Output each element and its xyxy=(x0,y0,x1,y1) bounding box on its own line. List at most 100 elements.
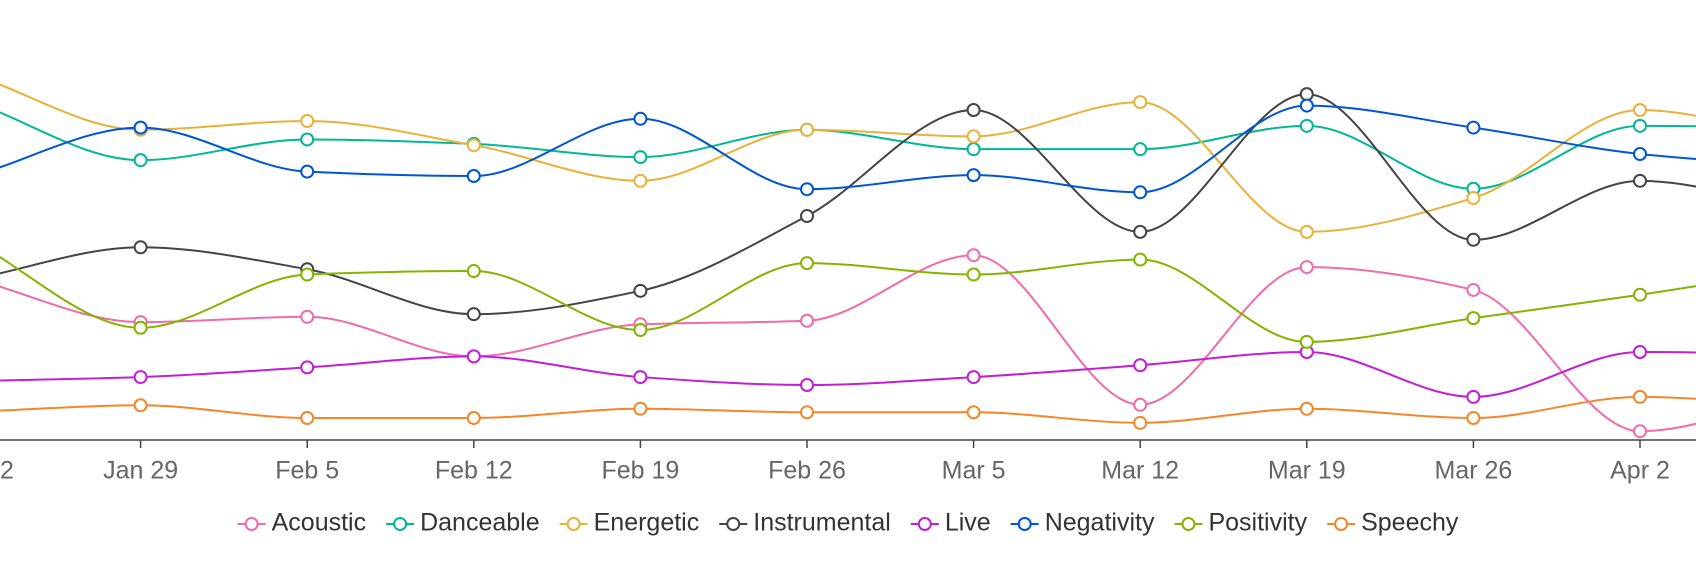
legend-marker-point xyxy=(566,517,581,531)
data-point-acoustic-6[interactable] xyxy=(966,248,981,263)
legend-marker-point xyxy=(1181,517,1196,531)
data-point-danceable-10[interactable] xyxy=(1633,118,1647,133)
data-point-live-4[interactable] xyxy=(633,370,648,385)
data-point-live-1[interactable] xyxy=(133,370,148,385)
legend-marker-point xyxy=(1017,517,1032,531)
data-point-negativity-7[interactable] xyxy=(1133,185,1148,200)
legend-label: Positivity xyxy=(1208,509,1307,537)
data-point-instrumental-8[interactable] xyxy=(1299,87,1314,102)
data-point-energetic-2[interactable] xyxy=(300,114,315,128)
data-point-speechy-3[interactable] xyxy=(466,411,481,425)
data-point-instrumental-3[interactable] xyxy=(466,307,481,322)
data-point-negativity-9[interactable] xyxy=(1466,120,1481,135)
data-point-negativity-1[interactable] xyxy=(133,120,148,135)
data-point-speechy-5[interactable] xyxy=(800,405,814,420)
data-point-danceable-6[interactable] xyxy=(966,142,981,157)
data-point-positivity-10[interactable] xyxy=(1633,287,1647,302)
data-point-instrumental-4[interactable] xyxy=(633,283,648,298)
data-point-energetic-10[interactable] xyxy=(1633,103,1647,117)
data-point-negativity-6[interactable] xyxy=(966,168,981,183)
legend-label: Negativity xyxy=(1045,509,1155,537)
data-point-instrumental-1[interactable] xyxy=(133,240,148,255)
data-point-negativity-8[interactable] xyxy=(1299,98,1314,113)
legend-label: Instrumental xyxy=(753,509,891,537)
data-point-live-6[interactable] xyxy=(966,370,981,385)
legend-item-live[interactable]: Live xyxy=(910,509,991,537)
data-point-danceable-4[interactable] xyxy=(633,150,648,165)
data-point-speechy-2[interactable] xyxy=(300,411,315,425)
data-point-speechy-8[interactable] xyxy=(1299,401,1314,416)
data-point-energetic-4[interactable] xyxy=(633,173,648,188)
data-point-live-9[interactable] xyxy=(1466,389,1481,404)
data-point-energetic-5[interactable] xyxy=(800,122,814,137)
legend-item-acoustic[interactable]: Acoustic xyxy=(237,509,366,537)
data-point-negativity-4[interactable] xyxy=(633,111,648,126)
data-point-danceable-8[interactable] xyxy=(1299,118,1314,133)
x-tick-label-0: 2 xyxy=(0,457,14,485)
data-point-acoustic-10[interactable] xyxy=(1633,424,1647,439)
data-point-live-7[interactable] xyxy=(1133,358,1148,373)
data-point-positivity-7[interactable] xyxy=(1133,252,1148,267)
legend-item-energetic[interactable]: Energetic xyxy=(559,509,700,537)
data-point-positivity-3[interactable] xyxy=(466,264,481,279)
data-point-energetic-8[interactable] xyxy=(1299,224,1314,239)
data-point-instrumental-7[interactable] xyxy=(1133,224,1148,239)
legend-marker-point xyxy=(726,517,741,531)
data-point-danceable-7[interactable] xyxy=(1133,142,1148,157)
data-point-live-3[interactable] xyxy=(466,349,481,364)
x-tick-label-6: Mar 5 xyxy=(942,457,1006,485)
data-point-energetic-7[interactable] xyxy=(1133,95,1148,110)
series-line-acoustic xyxy=(0,254,1696,433)
data-point-instrumental-9[interactable] xyxy=(1466,232,1481,247)
data-point-positivity-2[interactable] xyxy=(300,267,315,282)
data-point-acoustic-8[interactable] xyxy=(1299,260,1314,275)
data-point-positivity-5[interactable] xyxy=(800,256,814,271)
data-point-negativity-3[interactable] xyxy=(466,169,481,183)
data-point-speechy-9[interactable] xyxy=(1466,411,1481,425)
data-point-acoustic-9[interactable] xyxy=(1466,282,1481,297)
data-point-speechy-1[interactable] xyxy=(133,398,148,413)
data-point-energetic-6[interactable] xyxy=(966,129,981,144)
data-point-negativity-2[interactable] xyxy=(300,164,315,179)
legend-item-positivity[interactable]: Positivity xyxy=(1174,509,1308,537)
data-point-negativity-10[interactable] xyxy=(1633,147,1647,161)
data-point-speechy-4[interactable] xyxy=(633,401,648,416)
data-point-energetic-9[interactable] xyxy=(1466,191,1481,205)
series-line-positivity xyxy=(0,256,1696,343)
legend-item-instrumental[interactable]: Instrumental xyxy=(719,509,891,537)
series-line-live xyxy=(0,350,1696,398)
x-tick-label-5: Feb 26 xyxy=(768,457,846,485)
data-point-danceable-1[interactable] xyxy=(133,153,148,168)
data-point-energetic-3[interactable] xyxy=(466,138,481,153)
data-point-live-10[interactable] xyxy=(1633,345,1647,359)
data-point-positivity-6[interactable] xyxy=(966,267,981,282)
data-point-acoustic-7[interactable] xyxy=(1133,397,1148,412)
data-point-speechy-6[interactable] xyxy=(966,405,981,420)
legend-item-negativity[interactable]: Negativity xyxy=(1010,509,1155,537)
data-point-live-5[interactable] xyxy=(800,378,814,392)
data-point-instrumental-5[interactable] xyxy=(800,209,814,224)
data-point-positivity-9[interactable] xyxy=(1466,311,1481,326)
data-point-positivity-4[interactable] xyxy=(633,323,648,337)
data-point-instrumental-6[interactable] xyxy=(966,103,981,117)
series-line-speechy xyxy=(0,395,1696,424)
legend-marker-point xyxy=(244,517,259,531)
data-point-instrumental-10[interactable] xyxy=(1633,173,1647,188)
data-point-acoustic-2[interactable] xyxy=(300,309,315,324)
data-point-speechy-10[interactable] xyxy=(1633,389,1647,404)
x-tick-label-2: Feb 5 xyxy=(275,457,339,485)
legend: Acoustic Danceable Energetic Instrumental Li… xyxy=(237,509,1459,537)
legend-item-danceable[interactable]: Danceable xyxy=(386,509,540,537)
data-point-live-2[interactable] xyxy=(300,360,315,375)
series-line-instrumental xyxy=(0,93,1696,316)
data-point-negativity-5[interactable] xyxy=(800,182,814,197)
data-point-speechy-7[interactable] xyxy=(1133,415,1148,430)
data-point-positivity-8[interactable] xyxy=(1299,334,1314,349)
data-point-acoustic-5[interactable] xyxy=(800,313,814,328)
legend-label: Speechy xyxy=(1361,509,1459,537)
data-point-positivity-1[interactable] xyxy=(133,320,148,335)
data-point-danceable-2[interactable] xyxy=(300,132,315,147)
legend-item-speechy[interactable]: Speechy xyxy=(1327,509,1459,537)
legend-label: Live xyxy=(945,509,991,537)
